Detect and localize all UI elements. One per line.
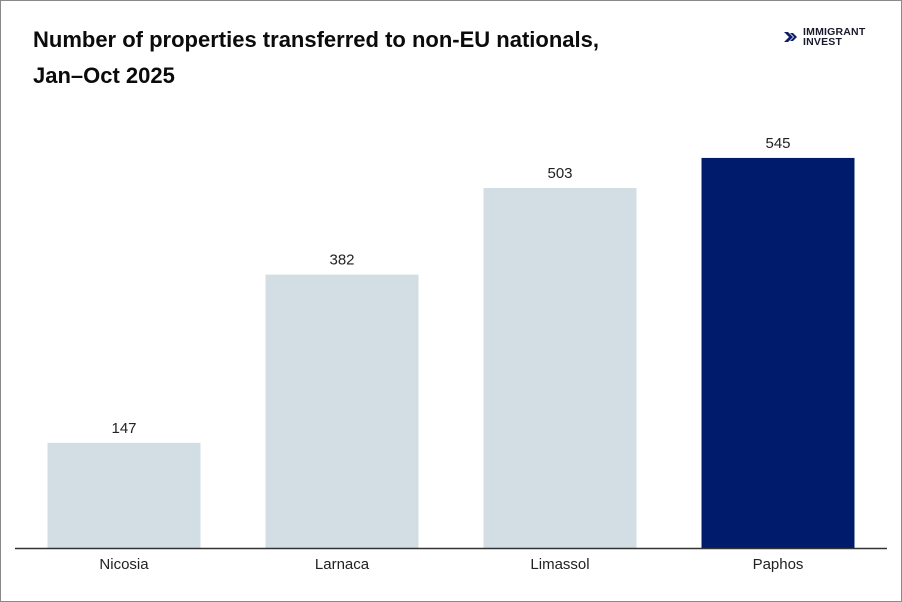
chart-title: Number of properties transferred to non-… bbox=[33, 22, 733, 94]
logo-line-2: INVEST bbox=[803, 36, 843, 48]
bar-paphos bbox=[701, 157, 855, 548]
bar-larnaca bbox=[265, 274, 419, 548]
chart-title-line-2: Jan–Oct 2025 bbox=[33, 63, 175, 88]
logo-line-1: IMMIGRANT bbox=[803, 26, 866, 38]
chevron-logo-icon bbox=[784, 32, 797, 42]
x-tick-label-larnaca: Larnaca bbox=[315, 556, 370, 573]
x-tick-label-limassol: Limassol bbox=[530, 556, 589, 573]
data-label-paphos: 545 bbox=[765, 135, 790, 152]
data-label-nicosia: 147 bbox=[111, 420, 136, 437]
bar-limassol bbox=[483, 187, 637, 548]
data-label-limassol: 503 bbox=[547, 165, 572, 182]
chart-title-line-1: Number of properties transferred to non-… bbox=[33, 27, 599, 52]
x-tick-label-nicosia: Nicosia bbox=[99, 556, 149, 573]
data-label-larnaca: 382 bbox=[329, 252, 354, 269]
x-tick-label-paphos: Paphos bbox=[753, 556, 804, 573]
bar-nicosia bbox=[47, 442, 201, 548]
brand-logo: IMMIGRANT INVEST bbox=[783, 27, 865, 47]
